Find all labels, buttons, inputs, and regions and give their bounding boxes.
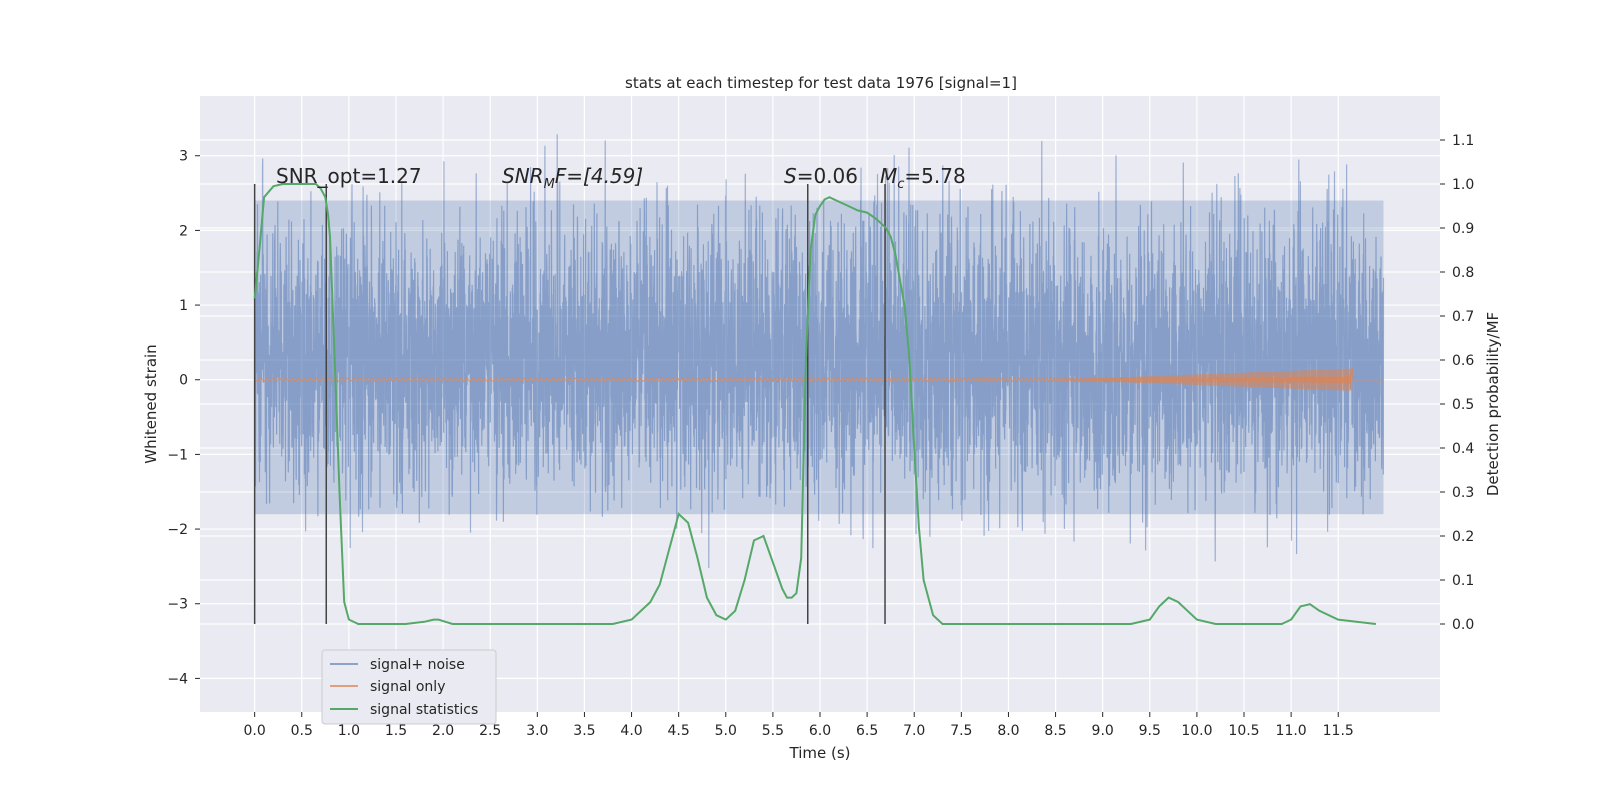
x-axis-ticks: 0.0 0.5 1.0 1.5 2.0 2.5 3.0 3.5 4.0 4.5 5.0 5.5 6.0 6… xyxy=(244,712,1354,739)
x-tick-label-15: 7.5 xyxy=(950,723,972,739)
x-tick-label-18: 9.0 xyxy=(1092,723,1114,739)
x-tick-label-7: 3.5 xyxy=(573,723,595,739)
y-axis-title: Whitened strain xyxy=(142,344,160,463)
y-axis-ticks: 3 2 1 0 −1 −2 −3 −4 xyxy=(167,149,200,687)
annotations: SNR_opt=1.27 SNRMF=[4.59] S=0.06 Mc=5.78 xyxy=(276,164,966,192)
legend-box xyxy=(321,649,497,725)
legend: signal+ noise signal only signal statist… xyxy=(321,649,497,725)
x-tick-label-0: 0.0 xyxy=(244,723,266,739)
y-tick-label-0: 3 xyxy=(179,149,188,165)
noise-band xyxy=(254,200,1384,515)
annotation-snr-mf-rest: F=[4.59] xyxy=(555,164,643,188)
x-tick-label-8: 4.0 xyxy=(620,723,642,739)
annotation-mc: Mc=5.78 xyxy=(880,164,966,192)
x-tick-label-12: 6.0 xyxy=(809,723,831,739)
annotation-mc-value: =5.78 xyxy=(904,164,965,188)
y-right-tick-label-0: 0.0 xyxy=(1452,617,1474,633)
x-tick-label-2: 1.0 xyxy=(338,723,360,739)
x-tick-label-21: 10.5 xyxy=(1228,723,1259,739)
x-tick-label-13: 6.5 xyxy=(856,723,878,739)
y-right-tick-label-7: 0.7 xyxy=(1452,309,1474,325)
y-tick-label-5: −2 xyxy=(167,522,188,538)
y-tick-label-6: −3 xyxy=(167,597,188,613)
y-right-tick-label-4: 0.4 xyxy=(1452,441,1474,457)
y-right-tick-label-10: 1.0 xyxy=(1452,177,1474,193)
chart-title: stats at each timestep for test data 197… xyxy=(625,74,1017,92)
y-right-tick-label-2: 0.2 xyxy=(1452,529,1474,545)
x-tick-label-4: 2.0 xyxy=(432,723,454,739)
x-tick-label-14: 7.0 xyxy=(903,723,925,739)
y-tick-label-1: 2 xyxy=(179,223,188,239)
signal-series xyxy=(254,368,1384,391)
annotation-snr-opt: SNR_opt=1.27 xyxy=(276,164,422,188)
y-right-tick-label-6: 0.6 xyxy=(1452,353,1474,369)
series-line-signal-statistics xyxy=(253,183,1377,625)
y-right-axis-ticks: 0.0 0.1 0.2 0.3 0.4 0.5 0.6 0.7 0.8 0.9 1.0 1.1 xyxy=(1440,133,1474,633)
signal-chirp-envelope xyxy=(1055,368,1353,391)
x-tick-label-23: 11.5 xyxy=(1323,723,1354,739)
x-tick-label-11: 5.5 xyxy=(762,723,784,739)
y-right-axis-title: Detection probability/MF xyxy=(1484,312,1502,496)
y-right-tick-label-8: 0.8 xyxy=(1452,265,1474,281)
annotation-mc-sub: c xyxy=(897,177,904,192)
y-tick-label-7: −4 xyxy=(167,671,188,687)
annotation-s: S=0.06 xyxy=(784,164,858,188)
legend-label-signal-noise: signal+ noise xyxy=(370,657,465,673)
annotation-snr-mf-sub: M xyxy=(544,177,555,192)
y-tick-label-2: 1 xyxy=(179,298,188,314)
y-right-tick-label-5: 0.5 xyxy=(1452,397,1474,413)
x-tick-label-20: 10.0 xyxy=(1181,723,1212,739)
x-tick-label-22: 11.0 xyxy=(1276,723,1307,739)
x-tick-label-17: 8.5 xyxy=(1044,723,1066,739)
legend-label-signal-statistics: signal statistics xyxy=(370,702,478,718)
x-tick-label-10: 5.0 xyxy=(715,723,737,739)
annotation-s-label: S xyxy=(784,164,797,188)
annotation-snr-mf-prefix: SNR xyxy=(502,164,544,188)
y-right-tick-label-11: 1.1 xyxy=(1452,133,1474,149)
x-tick-label-3: 1.5 xyxy=(385,723,407,739)
annotation-s-value: =0.06 xyxy=(797,164,858,188)
x-tick-label-16: 8.0 xyxy=(997,723,1019,739)
x-axis-title: Time (s) xyxy=(789,744,851,762)
annotation-mc-label: M xyxy=(880,164,897,188)
legend-label-signal-only: signal only xyxy=(370,679,445,695)
annotation-snr-mf: SNRMF=[4.59] xyxy=(502,164,643,192)
x-tick-label-19: 9.5 xyxy=(1139,723,1161,739)
noise-series xyxy=(254,134,1385,569)
marker-lines xyxy=(253,184,886,624)
y-tick-label-3: 0 xyxy=(179,373,188,389)
x-tick-label-5: 2.5 xyxy=(479,723,501,739)
y-right-tick-label-9: 0.9 xyxy=(1452,221,1474,237)
x-tick-label-1: 0.5 xyxy=(291,723,313,739)
x-tick-label-6: 3.0 xyxy=(526,723,548,739)
y-right-tick-label-3: 0.3 xyxy=(1452,485,1474,501)
y-right-tick-label-1: 0.1 xyxy=(1452,573,1474,589)
y-tick-label-4: −1 xyxy=(167,447,188,463)
x-tick-label-9: 4.5 xyxy=(668,723,690,739)
series-line-signal-noise xyxy=(254,134,1385,569)
